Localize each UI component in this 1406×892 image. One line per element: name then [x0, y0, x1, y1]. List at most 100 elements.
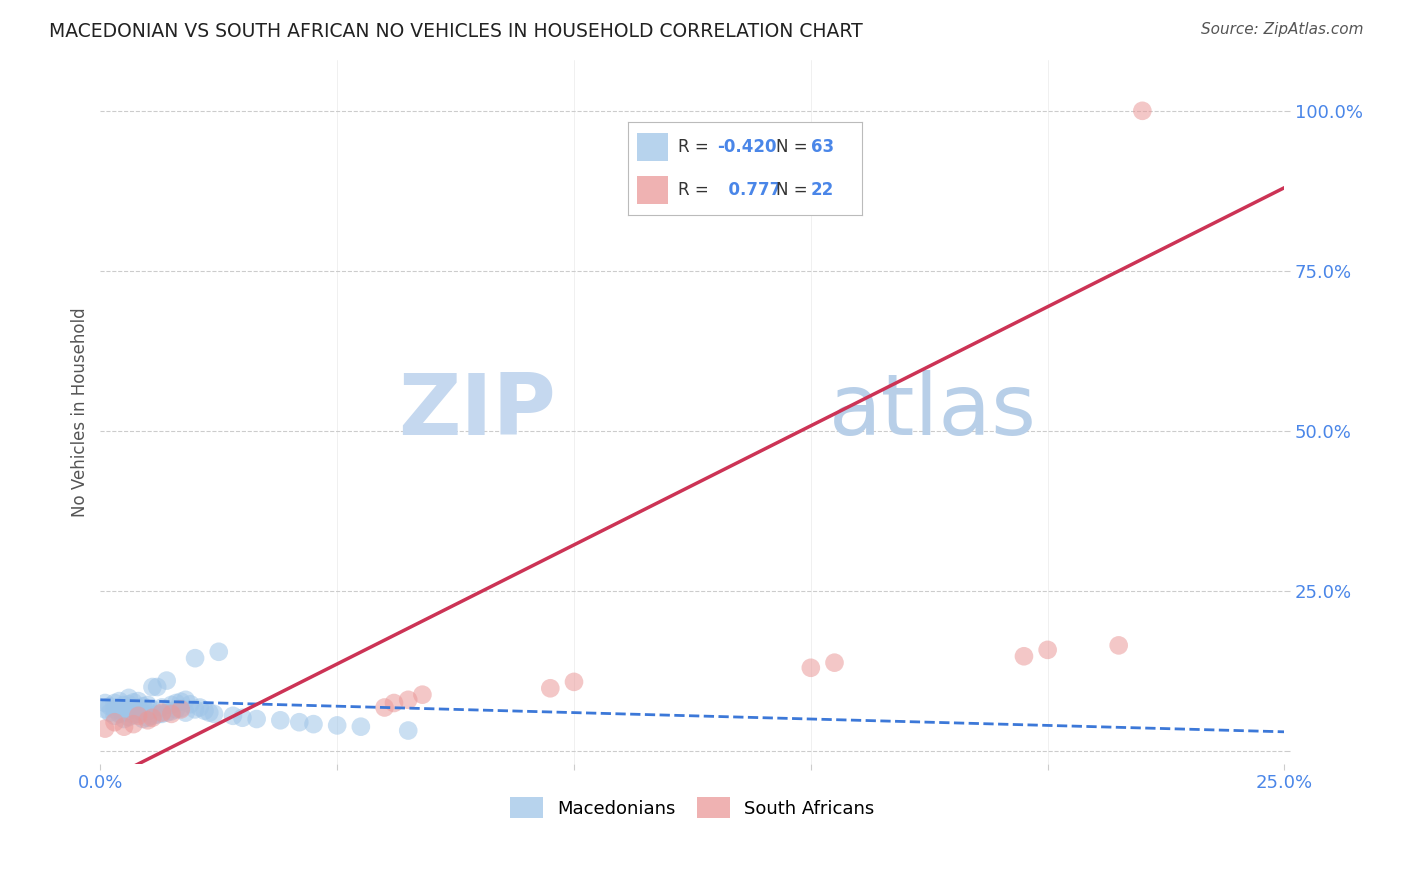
Point — [156, 673, 179, 688]
Point — [396, 693, 419, 707]
Point — [127, 706, 149, 721]
Point — [94, 696, 117, 710]
Point — [231, 711, 253, 725]
Point — [118, 690, 141, 705]
Point — [132, 706, 155, 720]
Point — [222, 708, 245, 723]
Point — [246, 712, 269, 726]
Point — [103, 702, 125, 716]
Point — [108, 694, 131, 708]
Point — [150, 700, 173, 714]
Point — [184, 702, 207, 716]
Point — [179, 698, 201, 712]
Point — [141, 702, 163, 716]
Point — [122, 695, 145, 709]
Bar — [637, 176, 668, 203]
Legend: Macedonians, South Africans: Macedonians, South Africans — [503, 790, 882, 825]
Point — [122, 708, 145, 723]
Point — [112, 720, 135, 734]
Text: N =: N = — [776, 181, 813, 199]
Point — [1036, 643, 1059, 657]
Point — [373, 700, 395, 714]
Point — [122, 717, 145, 731]
Point — [108, 706, 131, 721]
Point — [1108, 639, 1130, 653]
Point — [150, 706, 173, 720]
Point — [800, 661, 823, 675]
Point — [208, 645, 231, 659]
Point — [122, 702, 145, 716]
Point — [170, 695, 193, 709]
Bar — [637, 133, 668, 161]
Point — [132, 712, 155, 726]
Point — [302, 717, 325, 731]
Point — [396, 723, 419, 738]
Text: atlas: atlas — [828, 370, 1036, 453]
Text: -0.420: -0.420 — [717, 138, 776, 156]
Point — [127, 708, 149, 723]
Text: MACEDONIAN VS SOUTH AFRICAN NO VEHICLES IN HOUSEHOLD CORRELATION CHART: MACEDONIAN VS SOUTH AFRICAN NO VEHICLES … — [49, 22, 863, 41]
Point — [118, 710, 141, 724]
Point — [193, 704, 215, 718]
Point — [103, 708, 125, 723]
Point — [350, 720, 373, 734]
Point — [94, 702, 117, 716]
Point — [160, 706, 183, 721]
Point — [184, 651, 207, 665]
Point — [108, 700, 131, 714]
Point — [562, 674, 585, 689]
Y-axis label: No Vehicles in Household: No Vehicles in Household — [72, 307, 89, 516]
Text: N =: N = — [776, 138, 813, 156]
Point — [269, 713, 291, 727]
Point — [1130, 103, 1153, 118]
Point — [538, 681, 561, 696]
Point — [98, 706, 121, 720]
Point — [132, 699, 155, 714]
Point — [165, 702, 187, 716]
Point — [103, 696, 125, 710]
Point — [141, 711, 163, 725]
Point — [141, 708, 163, 723]
Point — [382, 696, 405, 710]
Point — [127, 700, 149, 714]
Text: 22: 22 — [811, 181, 834, 199]
Point — [112, 698, 135, 712]
Text: 63: 63 — [811, 138, 834, 156]
Point — [165, 696, 187, 710]
Point — [136, 711, 159, 725]
Point — [326, 718, 349, 732]
Point — [288, 715, 311, 730]
Point — [112, 706, 135, 720]
Text: R =: R = — [678, 181, 714, 199]
Point — [824, 656, 846, 670]
Point — [170, 701, 193, 715]
Point — [198, 706, 221, 720]
Point — [156, 706, 179, 720]
Point — [118, 698, 141, 712]
Point — [112, 712, 135, 726]
Point — [174, 706, 197, 720]
Point — [1012, 649, 1035, 664]
Point — [103, 715, 125, 730]
Text: ZIP: ZIP — [398, 370, 557, 453]
Point — [146, 707, 169, 722]
Point — [136, 698, 159, 712]
Point — [160, 704, 183, 718]
Point — [141, 680, 163, 694]
Point — [94, 722, 117, 736]
Point — [136, 704, 159, 718]
Point — [127, 694, 149, 708]
Point — [118, 704, 141, 718]
Text: 0.777: 0.777 — [717, 181, 782, 199]
Text: R =: R = — [678, 138, 714, 156]
Point — [174, 693, 197, 707]
Point — [146, 680, 169, 694]
Point — [170, 702, 193, 716]
Point — [202, 706, 225, 721]
Point — [98, 699, 121, 714]
Point — [150, 706, 173, 721]
Point — [188, 700, 211, 714]
Point — [160, 698, 183, 712]
Text: Source: ZipAtlas.com: Source: ZipAtlas.com — [1201, 22, 1364, 37]
Point — [136, 713, 159, 727]
